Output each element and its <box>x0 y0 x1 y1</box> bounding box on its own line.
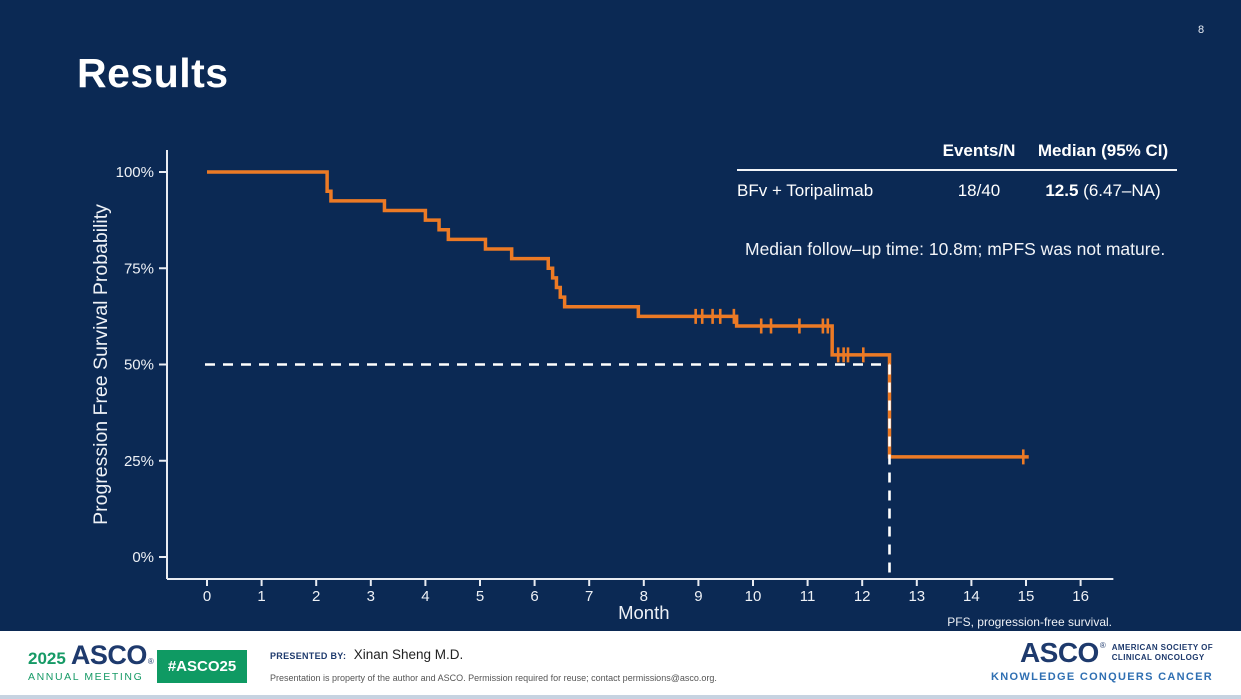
asco-logo-text: ASCO <box>1019 637 1099 668</box>
x-tick-label: 6 <box>530 588 538 605</box>
x-tick-label: 8 <box>640 588 648 605</box>
asco-annual-meeting-logo: 2025 ASCO ® ANNUAL MEETING <box>28 642 154 683</box>
x-tick-label: 13 <box>908 588 925 605</box>
x-tick-label: 16 <box>1072 588 1089 605</box>
society-line2: CLINICAL ONCOLOGY <box>1111 653 1205 662</box>
summary-table-header: Events/N Median (95% CI) <box>737 141 1177 171</box>
x-tick-label: 3 <box>367 588 375 605</box>
x-axis-title: Month <box>618 602 669 623</box>
x-tick-label: 10 <box>745 588 762 605</box>
copyright-disclaimer: Presentation is property of the author a… <box>270 673 717 683</box>
series-label: BFv + Toripalimab <box>737 181 874 200</box>
x-tick-label: 1 <box>257 588 265 605</box>
y-tick-label: 50% <box>124 357 154 374</box>
median-ci: (6.47–NA) <box>1078 181 1161 200</box>
slide-footer: 2025 ASCO ® ANNUAL MEETING #ASCO25 PRESE… <box>0 631 1241 699</box>
presenter-name: Xinan Sheng M.D. <box>353 647 464 662</box>
asco-tagline: KNOWLEDGE CONQUERS CANCER <box>991 671 1213 683</box>
presenter-block: PRESENTED BY: Xinan Sheng M.D. Presentat… <box>270 646 717 683</box>
x-tick-label: 7 <box>585 588 593 605</box>
logo-asco-text: ASCO <box>70 640 148 670</box>
x-tick-label: 4 <box>421 588 429 605</box>
presented-by-label: PRESENTED BY: <box>270 651 347 661</box>
y-tick-label: 0% <box>132 549 154 566</box>
median-value-cell: 12.5 (6.47–NA) <box>1029 181 1177 201</box>
abbreviation-footnote: PFS, progression-free survival. <box>947 615 1112 629</box>
asco-society-logo: ASCO ® AMERICAN SOCIETY OF CLINICAL ONCO… <box>991 637 1213 684</box>
x-tick-label: 14 <box>963 588 980 605</box>
x-tick-label: 2 <box>312 588 320 605</box>
page-number: 8 <box>1198 24 1205 36</box>
y-tick-label: 25% <box>124 453 154 470</box>
header-events-n: Events/N <box>942 141 1016 160</box>
km-curve <box>207 170 1029 459</box>
header-median-ci: Median (95% CI) <box>1037 141 1169 160</box>
y-axis-title: Progression Free Survival Probability <box>90 204 112 525</box>
logo-annual-meeting: ANNUAL MEETING <box>28 671 144 683</box>
x-tick-label: 11 <box>800 588 816 605</box>
x-tick-label: 12 <box>854 588 871 605</box>
society-line1: AMERICAN SOCIETY OF <box>1111 643 1213 652</box>
hashtag-badge: #ASCO25 <box>157 650 247 683</box>
page-title: Results <box>77 50 229 96</box>
registered-mark-icon: ® <box>1099 641 1106 650</box>
events-n-value: 18/40 <box>957 181 1001 200</box>
x-tick-label: 15 <box>1018 588 1035 605</box>
summary-table-row: BFv + Toripalimab 18/40 12.5 (6.47–NA) <box>737 171 1177 201</box>
y-tick-label: 100% <box>116 164 154 181</box>
followup-note: Median follow–up time: 10.8m; mPFS was n… <box>745 239 1166 259</box>
y-tick-label: 75% <box>124 260 154 277</box>
registered-mark-icon: ® <box>147 657 154 666</box>
summary-table: Events/N Median (95% CI) BFv + Toripalim… <box>737 141 1177 201</box>
logo-year: 2025 <box>28 649 66 668</box>
x-tick-label: 0 <box>203 588 211 605</box>
median-value: 12.5 <box>1045 181 1079 200</box>
x-tick-label: 9 <box>694 588 702 605</box>
x-tick-label: 5 <box>476 588 484 605</box>
